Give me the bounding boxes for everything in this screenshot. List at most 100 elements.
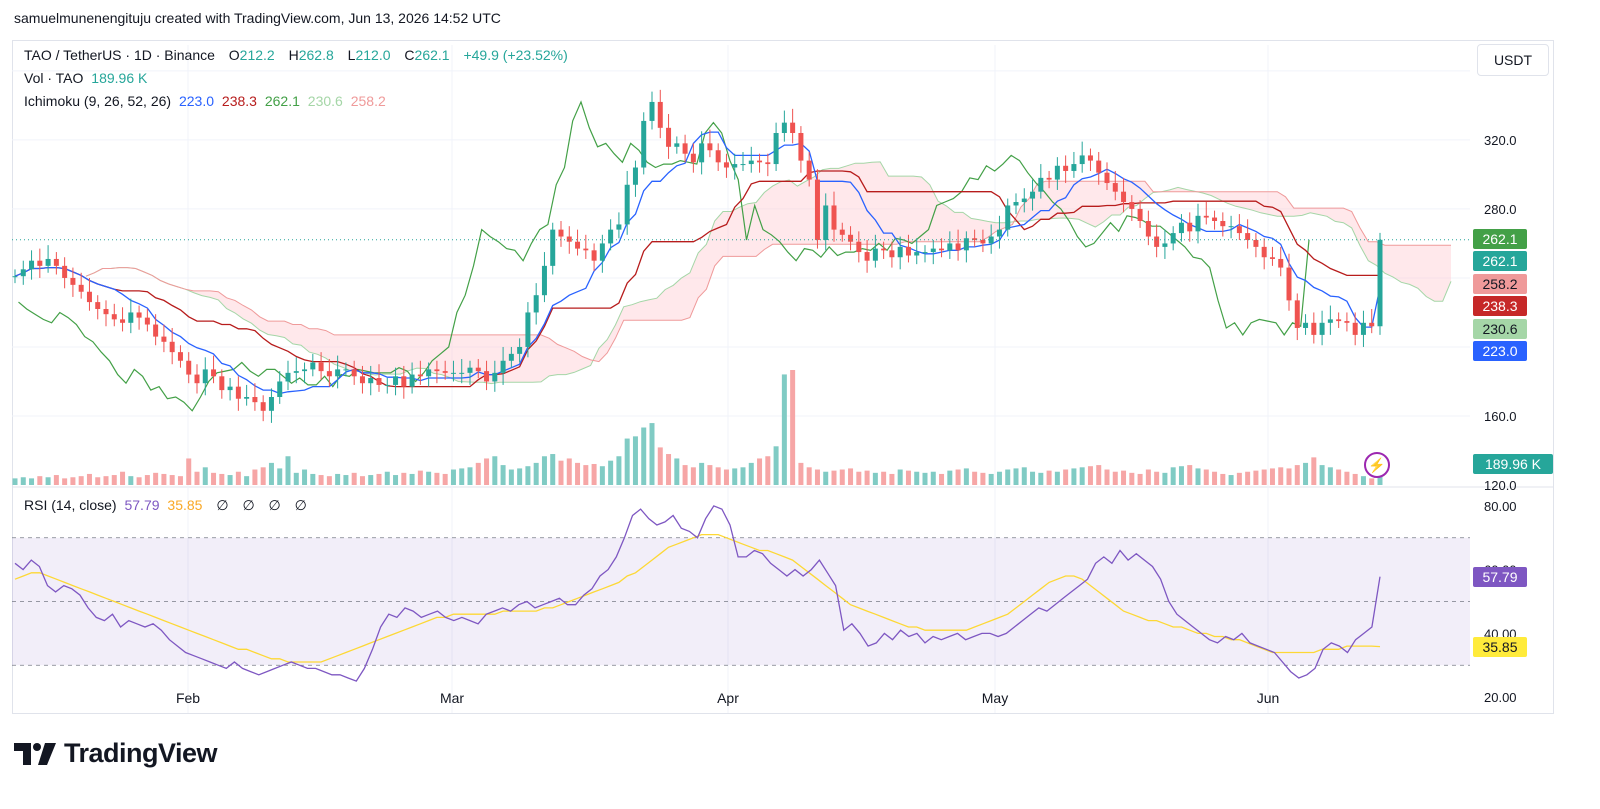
- volume-bar: [78, 476, 84, 485]
- candle-body: [1377, 239, 1383, 327]
- candle-body: [715, 150, 721, 163]
- volume-bar: [674, 458, 680, 485]
- candle-body: [1294, 300, 1300, 328]
- candle-body: [177, 352, 183, 361]
- volume-bar: [128, 476, 134, 485]
- volume-bar: [624, 438, 630, 485]
- volume-bar: [583, 465, 589, 485]
- tradingview-logo-text: TradingView: [64, 738, 218, 768]
- volume-bar: [806, 467, 812, 485]
- open-label: O: [228, 47, 240, 63]
- volume-bar: [417, 470, 423, 485]
- high-value: 262.8: [298, 47, 334, 63]
- volume-bar: [666, 454, 672, 485]
- chart-credit: samuelmunenengituju created with Trading…: [14, 10, 501, 26]
- volume-bar: [1021, 467, 1027, 485]
- volume-bar: [558, 460, 564, 485]
- volume-bar: [616, 456, 622, 485]
- tradingview-logo[interactable]: TradingView: [14, 738, 218, 769]
- time-axis-label: May: [982, 690, 1008, 706]
- volume-bar: [1352, 473, 1358, 485]
- volume-bar: [1269, 468, 1275, 485]
- volume-bar: [293, 472, 299, 485]
- rsi-tick-label: 80.00: [1484, 499, 1517, 514]
- candle-body: [566, 236, 572, 242]
- candle-body: [674, 143, 680, 147]
- volume-bar: [20, 477, 26, 485]
- candle-body: [1203, 215, 1209, 218]
- volume-bar: [335, 473, 341, 485]
- candle-body: [632, 167, 638, 185]
- volume-bar: [550, 454, 556, 485]
- volume-bar: [781, 374, 787, 485]
- volume-bar: [144, 475, 150, 485]
- candle-body: [707, 143, 713, 151]
- ichimoku-lagging-value: 262.1: [264, 93, 300, 109]
- candle-body: [641, 120, 647, 168]
- currency-selector[interactable]: USDT: [1477, 44, 1549, 76]
- candle-body: [848, 234, 854, 242]
- candle-body: [558, 229, 564, 237]
- volume-bar: [500, 465, 506, 485]
- volume-bar: [541, 456, 547, 485]
- candle-body: [484, 371, 490, 382]
- volume-label[interactable]: Vol · TAO: [24, 70, 84, 86]
- candle-body: [1195, 215, 1201, 232]
- time-axis-label: Apr: [717, 690, 739, 706]
- volume-bar: [517, 468, 523, 485]
- volume-bar: [1096, 465, 1102, 485]
- candle-body: [78, 284, 84, 292]
- candle-body: [996, 229, 1002, 237]
- candle-body: [302, 369, 308, 372]
- chart-frame[interactable]: [12, 40, 1554, 714]
- volume-bar: [566, 458, 572, 485]
- volume-bar: [1360, 476, 1366, 485]
- volume-bar: [955, 469, 961, 485]
- time-axis-label: Mar: [440, 690, 464, 706]
- candle-body: [227, 386, 233, 391]
- candle-body: [657, 101, 663, 128]
- candle-body: [128, 312, 134, 323]
- volume-bar: [641, 427, 647, 485]
- candle-body: [1245, 233, 1251, 240]
- volume-bar: [723, 469, 729, 485]
- candle-body: [1253, 239, 1259, 247]
- volume-bar: [1236, 472, 1242, 485]
- volume-bar: [384, 471, 390, 485]
- candle-body: [459, 372, 465, 374]
- volume-bar: [376, 473, 382, 485]
- symbol-name[interactable]: TAO / TetherUS · 1D · Binance: [24, 47, 215, 63]
- ichimoku-label[interactable]: Ichimoku (9, 26, 52, 26): [24, 93, 172, 109]
- volume-bar: [1369, 478, 1375, 485]
- lightning-icon[interactable]: ⚡: [1364, 452, 1390, 478]
- volume-bar: [277, 468, 283, 485]
- volume-bar: [1079, 467, 1085, 485]
- candle-body: [914, 252, 920, 256]
- candle-body: [86, 291, 92, 303]
- candle-body: [318, 362, 324, 372]
- volume-bar: [1228, 475, 1234, 485]
- volume-bar: [525, 466, 531, 485]
- candle-body: [823, 205, 829, 240]
- volume-bar: [1261, 469, 1267, 485]
- candle-body: [608, 229, 614, 244]
- candle-body: [194, 374, 200, 384]
- price-tag: 258.2: [1473, 274, 1527, 294]
- candle-body: [120, 319, 126, 323]
- price-tick-label: 320.0: [1484, 133, 1517, 148]
- candle-body: [310, 362, 316, 370]
- price-tag: 238.3: [1473, 296, 1527, 316]
- symbol-legend: TAO / TetherUS · 1D · Binance O212.2 H26…: [24, 47, 572, 63]
- candle-body: [1071, 164, 1077, 171]
- candle-body: [252, 397, 258, 403]
- candle-body: [1369, 322, 1375, 327]
- volume-bar: [1054, 471, 1060, 485]
- candle-body: [723, 162, 729, 168]
- candle-body: [1303, 322, 1309, 328]
- rsi-label[interactable]: RSI (14, close): [24, 497, 117, 513]
- candle-body: [335, 369, 341, 377]
- candle-body: [1021, 198, 1027, 203]
- volume-bar: [1137, 473, 1143, 485]
- volume-bar: [393, 475, 399, 485]
